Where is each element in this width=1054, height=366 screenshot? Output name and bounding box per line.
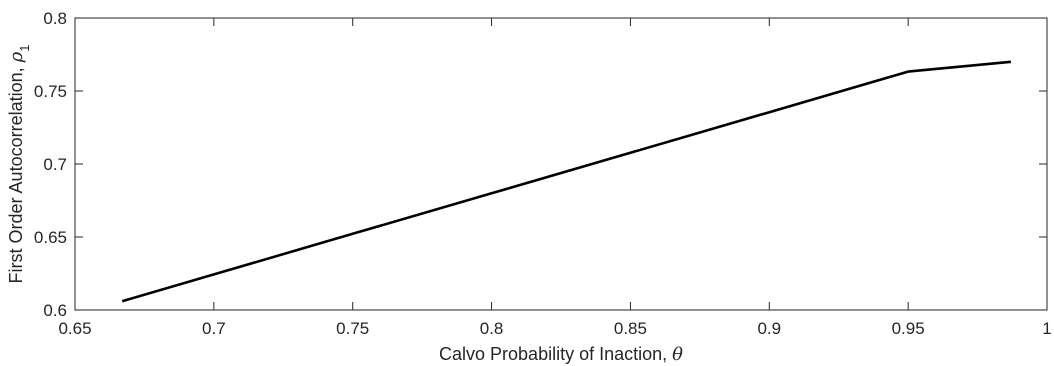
x-tick-label: 0.75 xyxy=(336,319,369,338)
series-layer xyxy=(121,60,1012,303)
y-tick-label: 0.6 xyxy=(43,301,67,320)
y-tick-label: 0.7 xyxy=(43,155,67,174)
plot-area xyxy=(75,18,1047,310)
x-tick-label: 0.8 xyxy=(480,319,504,338)
y-axis-label: First Order Autocorrelation, ρ1 xyxy=(6,45,32,284)
x-tick-label: 0.9 xyxy=(757,319,781,338)
x-axis-ticks: 0.65 0.7 0.75 0.8 0.85 0.9 0.95 1 xyxy=(58,18,1052,338)
x-tick-label: 0.7 xyxy=(202,319,226,338)
y-tick-label: 0.75 xyxy=(34,82,67,101)
x-axis-label-text: Calvo Probability of Inaction, xyxy=(439,344,672,364)
x-axis-label: Calvo Probability of Inaction, θ xyxy=(439,344,683,365)
x-tick-label: 0.85 xyxy=(614,319,647,338)
y-axis-label-symbol: ρ xyxy=(6,51,27,63)
y-axis-label-subscript: 1 xyxy=(17,45,32,52)
x-axis-label-symbol: θ xyxy=(672,344,683,365)
series-line xyxy=(121,60,1012,303)
y-axis-label-text: First Order Autocorrelation, xyxy=(6,62,26,283)
y-tick-label: 0.8 xyxy=(43,9,67,28)
x-tick-label: 0.95 xyxy=(892,319,925,338)
x-tick-label: 0.65 xyxy=(58,319,91,338)
x-tick-label: 1 xyxy=(1042,319,1051,338)
y-tick-label: 0.65 xyxy=(34,228,67,247)
y-axis-ticks: 0.6 0.65 0.7 0.75 0.8 xyxy=(34,9,1047,320)
